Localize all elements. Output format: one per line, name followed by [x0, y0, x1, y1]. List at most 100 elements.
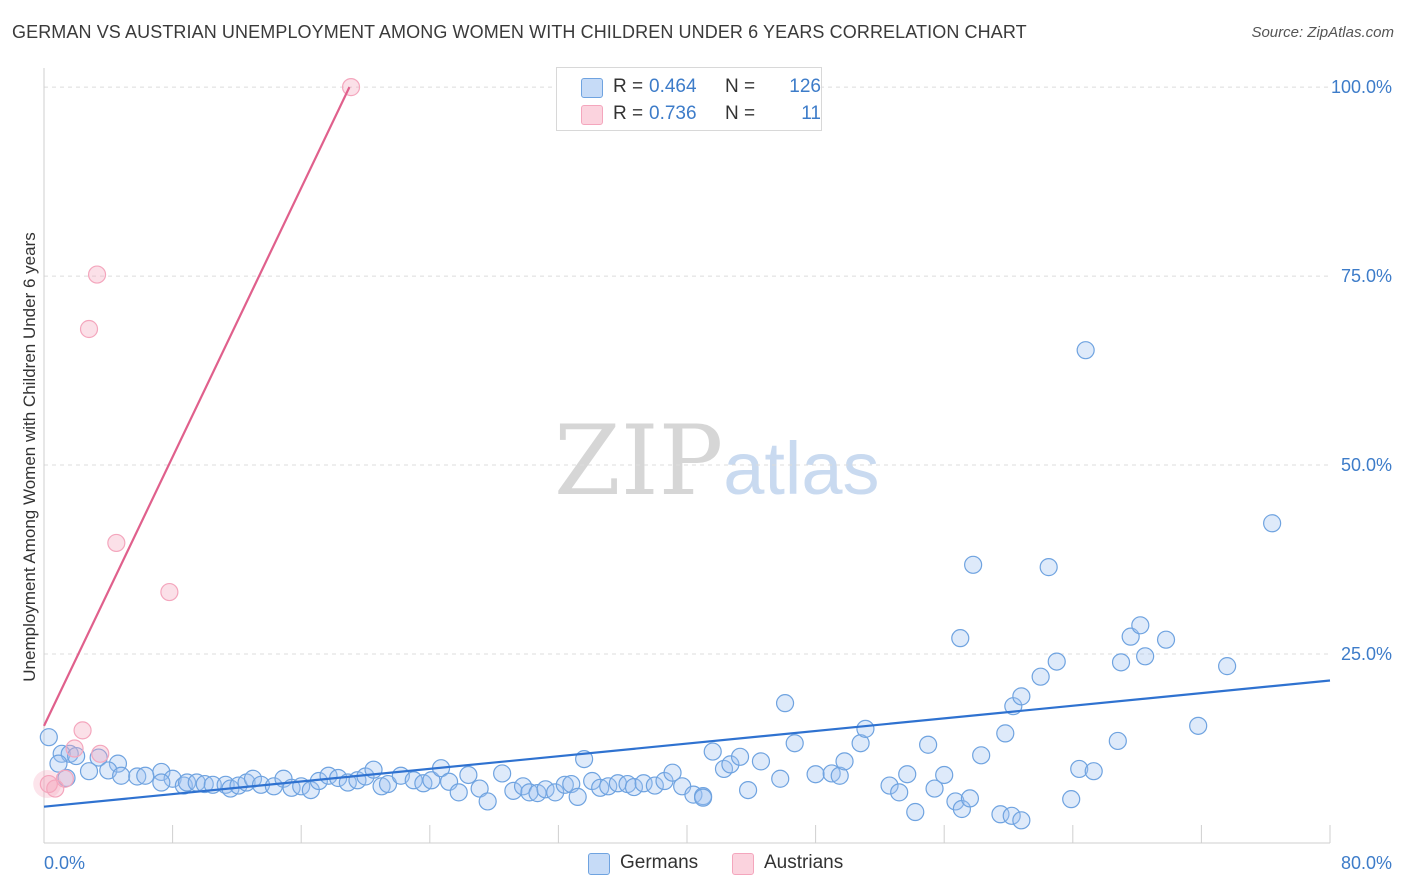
source-credit: Source: ZipAtlas.com [1251, 24, 1394, 41]
y-tick-label: 25.0% [1341, 644, 1392, 664]
data-point [663, 763, 682, 782]
data-point [935, 765, 954, 785]
data-point [1039, 558, 1058, 577]
data-point [87, 265, 107, 284]
data-point [964, 555, 983, 574]
x-tick-labels: 0.0% 80.0% [44, 853, 1392, 873]
data-point [693, 788, 713, 807]
data-point [422, 771, 441, 790]
data-point [730, 747, 750, 766]
trend-line-germans [43, 679, 1331, 808]
data-point [1012, 811, 1031, 830]
trend-lines [43, 86, 1331, 808]
data-point [738, 780, 758, 800]
watermark: ZIPatlas [554, 405, 880, 517]
data-point [67, 746, 86, 766]
data-point [79, 762, 99, 781]
data-point [1002, 806, 1021, 825]
data-point [1084, 762, 1103, 781]
data-point-cluster [33, 770, 62, 799]
r-label: R = [613, 76, 644, 97]
axes [43, 68, 1331, 844]
y-tick-label: 75.0% [1341, 266, 1392, 286]
data-point [1189, 716, 1208, 735]
data-point [830, 766, 849, 785]
data-point [906, 802, 925, 822]
data-point [459, 765, 478, 785]
data-point [1031, 667, 1050, 686]
data-point [568, 787, 587, 806]
data-point [645, 776, 664, 795]
austrians-swatch [732, 853, 754, 875]
data-point [136, 766, 155, 785]
data-point [1131, 616, 1150, 635]
data-point [264, 777, 283, 796]
data-point [1263, 514, 1282, 533]
data-point [55, 769, 74, 788]
data-point [493, 764, 512, 783]
data-point [925, 779, 944, 798]
y-tick-label: 100.0% [1331, 77, 1392, 97]
chart-title: GERMAN VS AUSTRIAN UNEMPLOYMENT AMONG WO… [12, 22, 1027, 42]
data-point [703, 742, 722, 761]
n-label: N = [725, 76, 756, 97]
data-point [177, 773, 197, 792]
data-point [751, 752, 771, 771]
x-tick-label: 0.0% [44, 853, 85, 873]
germans-swatch [588, 853, 610, 875]
data-point [504, 781, 523, 800]
data-point [160, 582, 179, 602]
data-point [555, 775, 574, 794]
data-point [775, 694, 795, 713]
data-point [996, 724, 1015, 743]
data-point [960, 789, 980, 808]
data-point [49, 754, 68, 773]
data-point [1047, 652, 1066, 671]
data-point [1012, 687, 1031, 706]
n-value: 11 [801, 103, 821, 124]
data-point [785, 734, 804, 753]
data-point [46, 779, 65, 798]
n-label: N = [725, 103, 756, 124]
austrians-swatch [581, 105, 603, 125]
r-value: 0.464 [649, 76, 697, 97]
data-point [91, 744, 110, 763]
data-point [1218, 657, 1237, 676]
data-point [73, 721, 92, 740]
data-point [890, 783, 909, 802]
data-point [946, 792, 965, 811]
r-label: R = [613, 103, 644, 124]
data-point [835, 752, 854, 771]
x-tick-label: 80.0% [1341, 853, 1392, 873]
data-point [1136, 647, 1155, 666]
watermark-atlas: atlas [723, 427, 880, 510]
data-point [1156, 630, 1176, 649]
data-point [880, 776, 899, 795]
data-point [951, 629, 970, 648]
germans-swatch [581, 78, 603, 98]
data-point [972, 746, 991, 765]
data-point [107, 533, 126, 553]
data-point [919, 735, 938, 754]
data-point [624, 777, 644, 797]
data-point [57, 768, 76, 788]
data-point [341, 78, 361, 97]
data-point [1062, 790, 1081, 809]
data-point [79, 319, 99, 339]
n-value: 126 [789, 76, 821, 97]
data-point [856, 719, 875, 738]
data-point [152, 773, 171, 792]
data-point [449, 783, 468, 802]
y-axis-label: Unemployment Among Women with Children U… [20, 232, 39, 681]
data-point [634, 774, 653, 793]
y-tick-labels: 25.0% 50.0% 75.0% 100.0% [1331, 77, 1392, 664]
legend-label-austrians: Austrians [764, 852, 844, 873]
data-point [771, 769, 790, 788]
data-point [1070, 759, 1089, 779]
trend-line-austrians [43, 86, 351, 727]
y-tick-label: 50.0% [1341, 455, 1392, 475]
series-germans [39, 341, 1282, 830]
data-point [1108, 731, 1127, 751]
data-point [470, 779, 489, 798]
